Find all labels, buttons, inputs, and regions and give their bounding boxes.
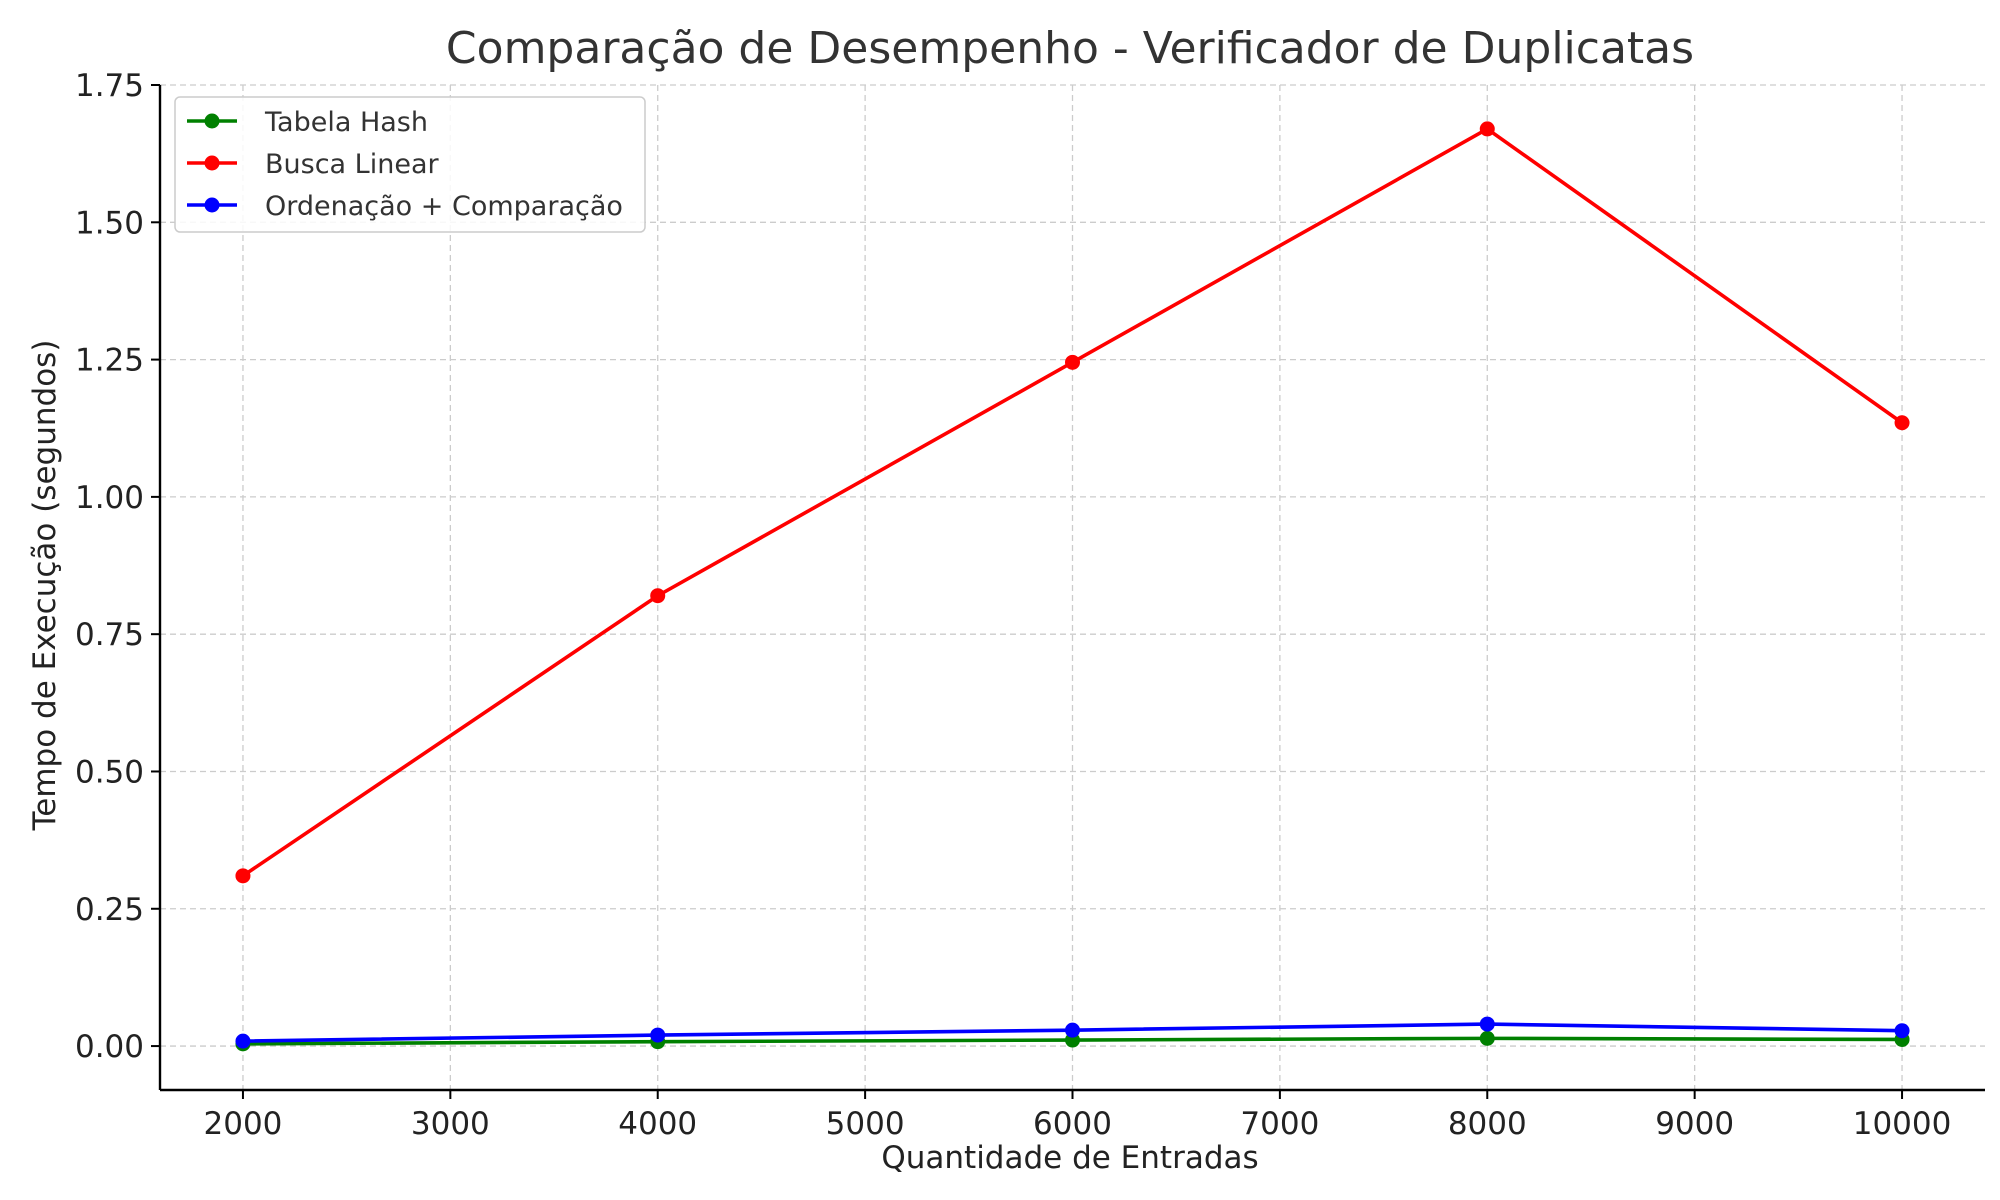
x-tick-label: 9000 xyxy=(1655,1106,1734,1142)
x-tick-label: 3000 xyxy=(411,1106,490,1142)
x-tick-label: 6000 xyxy=(1033,1106,1112,1142)
grid xyxy=(160,84,1985,1090)
data-point xyxy=(1479,1016,1495,1032)
legend: Tabela Hash Busca Linear Ordenação + Compa… xyxy=(174,96,646,233)
y-tick-label: 0.50 xyxy=(75,754,144,790)
y-tick-label: 1.50 xyxy=(75,205,144,241)
series-2 xyxy=(235,1016,1910,1049)
data-point xyxy=(650,1027,666,1043)
y-tick-label: 0.00 xyxy=(75,1029,144,1065)
legend-marker xyxy=(204,113,220,129)
legend-marker xyxy=(204,197,220,213)
y-axis-label: Tempo de Execução (segundos) xyxy=(27,340,63,832)
data-point xyxy=(1065,1022,1080,1038)
x-tick-label: 5000 xyxy=(826,1106,905,1142)
x-tick-label: 7000 xyxy=(1240,1106,1319,1142)
data-point xyxy=(1894,1023,1910,1039)
y-tick-label: 1.00 xyxy=(75,480,144,516)
legend-label: Ordenação + Comparação xyxy=(265,191,623,222)
legend-label: Tabela Hash xyxy=(264,107,428,138)
data-point xyxy=(235,868,251,884)
data-point xyxy=(1479,121,1495,137)
data-point xyxy=(235,1033,251,1049)
data-point xyxy=(1894,415,1910,431)
data-point xyxy=(1479,1030,1495,1046)
x-tick-label: 4000 xyxy=(618,1106,697,1142)
legend-marker xyxy=(204,155,220,171)
y-tick-label: 0.75 xyxy=(75,617,144,653)
x-axis-label: Quantidade de Entradas xyxy=(881,1140,1258,1176)
legend-item: Busca Linear xyxy=(187,149,439,180)
series-1 xyxy=(235,121,1910,884)
legend-label: Busca Linear xyxy=(265,149,439,180)
y-tick-label: 1.75 xyxy=(75,68,144,104)
series xyxy=(235,121,1910,1052)
chart-title: Comparação de Desempenho - Verificador d… xyxy=(446,23,1694,74)
legend-item: Tabela Hash xyxy=(187,107,428,138)
y-tick-label: 0.25 xyxy=(75,892,144,928)
x-tick-label: 2000 xyxy=(204,1106,283,1142)
data-point xyxy=(1065,354,1080,370)
y-axis-ticks: 0.00 0.25 0.50 0.75 1.00 1.25 1.50 1.75 xyxy=(75,68,160,1065)
x-axis-ticks: 2000 3000 4000 5000 6000 7000 8000 9000 10000 xyxy=(204,1090,1952,1142)
y-tick-label: 1.25 xyxy=(75,343,144,379)
x-tick-label: 10000 xyxy=(1853,1106,1952,1142)
x-tick-label: 8000 xyxy=(1448,1106,1527,1142)
legend-box xyxy=(174,96,646,233)
legend-item: Ordenação + Comparação xyxy=(187,191,623,222)
data-point xyxy=(650,588,666,604)
